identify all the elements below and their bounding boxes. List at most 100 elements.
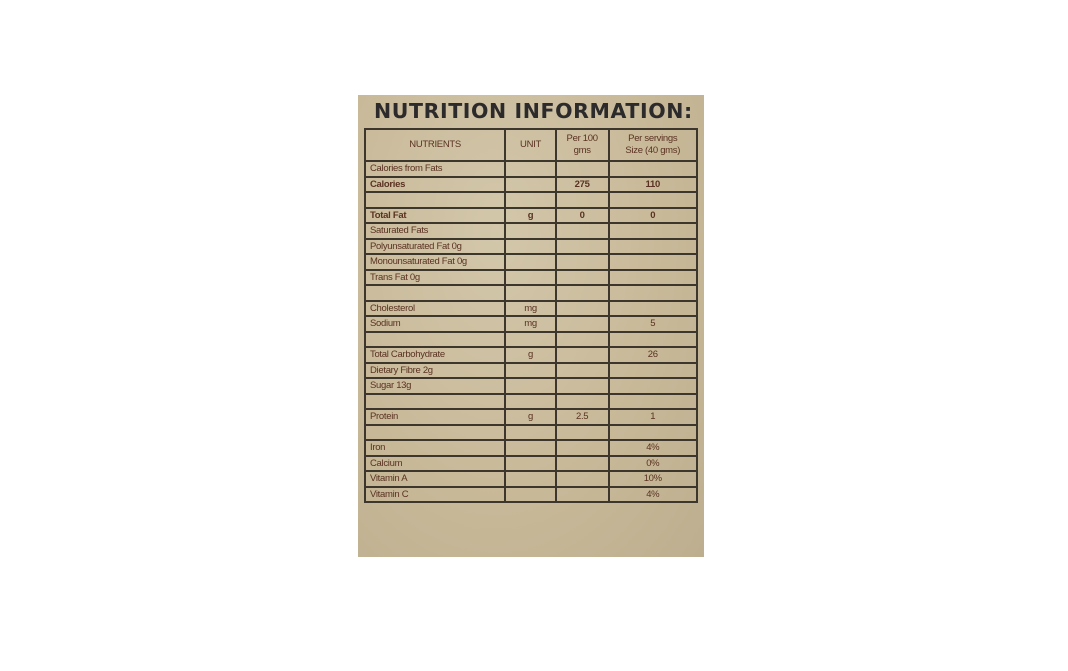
unit-cell: g [504, 206, 557, 224]
nutrient-cell: Polyunsaturated Fat 0g [363, 237, 507, 255]
table-row: Sodium mg 5 [363, 315, 699, 333]
nutrient-cell: Sugar 13g [363, 377, 507, 395]
unit-cell [504, 439, 557, 457]
table-row: Cholesterol mg [363, 299, 699, 317]
unit-cell [504, 377, 557, 395]
header-line: Per 100 [566, 133, 598, 144]
nutrient-cell: Trans Fat 0g [363, 268, 507, 286]
per-serving-cell [607, 377, 699, 395]
per-serving-cell: 0 [607, 206, 699, 224]
table-row: Total Carbohydrate g 26 [363, 346, 699, 364]
per-serving-cell [607, 423, 699, 441]
nutrient-cell [363, 392, 507, 410]
unit-cell: g [504, 346, 557, 364]
table-row: Dietary Fibre 2g [363, 361, 699, 379]
nutrient-cell [363, 284, 507, 302]
per-100-cell [554, 454, 610, 472]
per-serving-cell: 5 [607, 315, 699, 333]
per-100-cell [554, 485, 610, 503]
per-100-cell [554, 299, 610, 317]
table-row: Vitamin A 10% [363, 470, 699, 488]
per-serving-cell [607, 330, 699, 348]
unit-cell [504, 268, 557, 286]
nutrient-cell: Iron [363, 439, 507, 457]
table-row: Protein g 2.5 1 [363, 408, 699, 426]
per-serving-cell [607, 284, 699, 302]
table-row [363, 284, 699, 302]
per-100-cell [554, 284, 610, 302]
table-row: Total Fat g 0 0 [363, 206, 699, 224]
per-serving-cell: 26 [607, 346, 699, 364]
per-100-cell [554, 160, 610, 178]
unit-cell: mg [504, 299, 557, 317]
unit-cell [504, 423, 557, 441]
per-100-cell [554, 346, 610, 364]
nutrient-cell: Protein [363, 408, 507, 426]
per-100-cell [554, 439, 610, 457]
nutrient-cell [363, 191, 507, 209]
table-row: Monounsaturated Fat 0g [363, 253, 699, 271]
per-serving-cell [607, 392, 699, 410]
table-row: Calories 275 110 [363, 175, 699, 193]
nutrient-cell: Monounsaturated Fat 0g [363, 253, 507, 271]
per-100-cell [554, 253, 610, 271]
nutrient-cell: Calories from Fats [363, 160, 507, 178]
nutrient-cell: Saturated Fats [363, 222, 507, 240]
per-100-cell [554, 377, 610, 395]
nutrient-cell: Vitamin A [363, 470, 507, 488]
per-serving-cell [607, 253, 699, 271]
table-row [363, 191, 699, 209]
table-row [363, 423, 699, 441]
table-row: Trans Fat 0g [363, 268, 699, 286]
nutrient-cell: Cholesterol [363, 299, 507, 317]
per-serving-cell [607, 361, 699, 379]
table-row: Iron 4% [363, 439, 699, 457]
per-serving-cell: 110 [607, 175, 699, 193]
per-serving-cell [607, 160, 699, 178]
table-row: Sugar 13g [363, 377, 699, 395]
per-100-cell [554, 237, 610, 255]
header-per-serving: Per servings Size (40 gms) [607, 128, 699, 162]
nutrition-label: NUTRITION INFORMATION: NUTRIENTS UNIT Pe… [358, 95, 704, 557]
table-row: Calories from Fats [363, 160, 699, 178]
per-serving-cell [607, 222, 699, 240]
unit-cell [504, 160, 557, 178]
header-line: Size (40 gms) [625, 145, 681, 156]
per-serving-cell [607, 299, 699, 317]
unit-cell: g [504, 408, 557, 426]
unit-cell [504, 222, 557, 240]
per-serving-cell [607, 191, 699, 209]
nutrient-cell [363, 423, 507, 441]
per-100-cell [554, 330, 610, 348]
header-line: Per servings [628, 133, 678, 144]
per-serving-cell: 4% [607, 485, 699, 503]
per-serving-cell: 4% [607, 439, 699, 457]
per-100-cell [554, 423, 610, 441]
table-row [363, 330, 699, 348]
per-100-cell [554, 222, 610, 240]
per-serving-cell: 10% [607, 470, 699, 488]
unit-cell [504, 253, 557, 271]
unit-cell [504, 485, 557, 503]
nutrient-cell: Sodium [363, 315, 507, 333]
header-row: NUTRIENTS UNIT Per 100 gms Per servings Si… [363, 128, 699, 162]
unit-cell [504, 330, 557, 348]
unit-cell: mg [504, 315, 557, 333]
per-serving-cell: 1 [607, 408, 699, 426]
per-100-cell: 275 [554, 175, 610, 193]
table-row: Polyunsaturated Fat 0g [363, 237, 699, 255]
per-serving-cell [607, 268, 699, 286]
unit-cell [504, 392, 557, 410]
unit-cell [504, 470, 557, 488]
nutrient-cell: Calcium [363, 454, 507, 472]
per-serving-cell [607, 237, 699, 255]
nutrient-cell [363, 330, 507, 348]
per-100-cell [554, 361, 610, 379]
table-row [363, 392, 699, 410]
per-100-cell [554, 268, 610, 286]
table-row: Calcium 0% [363, 454, 699, 472]
per-100-cell [554, 191, 610, 209]
per-100-cell [554, 315, 610, 333]
nutrient-cell: Total Carbohydrate [363, 346, 507, 364]
per-100-cell: 0 [554, 206, 610, 224]
